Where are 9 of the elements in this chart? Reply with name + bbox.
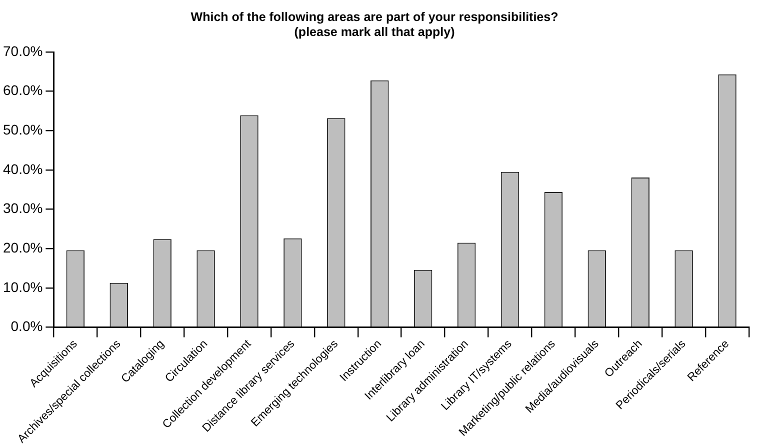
- y-tick-label: 70.0%: [2, 42, 43, 59]
- y-tick-label: 20.0%: [2, 239, 43, 256]
- y-tick-label: 60.0%: [2, 82, 43, 98]
- y-tick-label: 10.0%: [2, 278, 43, 295]
- y-tick-label: 0.0%: [10, 318, 43, 334]
- y-tick-label: 50.0%: [2, 122, 43, 138]
- y-tick-label: 30.0%: [2, 200, 43, 216]
- chart-title: Which of the following areas are part of your responsibilities? (please mark all that apply): [190, 10, 558, 39]
- y-tick-label: 40.0%: [2, 160, 43, 177]
